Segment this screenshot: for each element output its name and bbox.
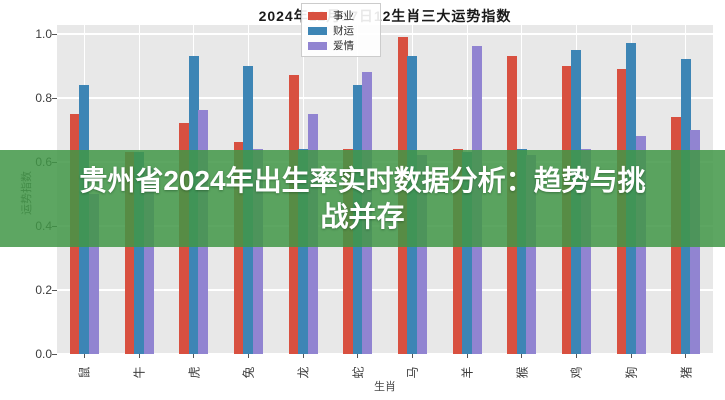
legend: 事业 财运 爱情 (301, 3, 381, 57)
bar-财运-龙 (298, 148, 308, 354)
x-tick-mark (575, 354, 577, 358)
bar-爱情-牛 (143, 168, 154, 354)
x-tick-mark (466, 354, 468, 358)
gridline-horizontal (57, 288, 713, 291)
gridline-horizontal (57, 32, 713, 35)
bar-财运-猴 (516, 148, 527, 354)
x-tick-mark (357, 354, 359, 358)
x-tick-mark (83, 354, 85, 358)
legend-item-事业: 事业 (308, 8, 374, 23)
gridline-horizontal (57, 96, 713, 99)
x-tick-mark (138, 354, 140, 358)
bar-爱情-鸡 (580, 148, 591, 354)
legend-swatch-icon (308, 11, 327, 20)
y-tick-mark (52, 33, 57, 35)
bar-事业-牛 (124, 152, 135, 354)
y-tick-mark (52, 289, 57, 291)
gridline-horizontal (57, 353, 713, 355)
y-tick-label: 0.0 (35, 347, 52, 361)
bar-事业-兔 (233, 142, 244, 354)
x-tick-mark (193, 354, 195, 358)
y-tick-mark (52, 97, 57, 99)
y-tick-label: 0.8 (35, 90, 52, 105)
legend-swatch-icon (308, 41, 327, 50)
x-tick-mark (247, 354, 249, 358)
bar-财运-羊 (462, 152, 472, 354)
x-tick-mark (411, 354, 413, 358)
bar-爱情-马 (416, 155, 427, 354)
x-tick-mark (521, 354, 523, 358)
x-tick-mark (685, 354, 687, 358)
x-tick-mark (302, 354, 304, 358)
legend-label: 事业 (333, 10, 354, 22)
x-tick-mark (630, 354, 632, 358)
headline-text-line2: 战并存 (320, 200, 405, 232)
y-tick-label: 1.0 (35, 26, 52, 41)
x-axis-label: 生肖 (374, 381, 396, 393)
legend-label: 爱情 (333, 40, 354, 52)
legend-label: 财运 (333, 25, 354, 37)
bar-事业-蛇 (343, 148, 354, 354)
chart-title: 2024年12月17日12生肖三大运势指数 (258, 8, 512, 24)
headline-text-line1: 贵州省2024年出生率实时数据分析：趋势与挑 (79, 164, 646, 196)
legend-item-财运: 财运 (308, 23, 374, 38)
legend-item-爱情: 爱情 (308, 38, 374, 53)
bar-爱情-鼠 (88, 193, 99, 354)
bar-爱情-兔 (252, 148, 263, 354)
y-tick-mark (52, 354, 57, 355)
legend-swatch-icon (308, 26, 327, 35)
y-tick-label: 0.2 (35, 282, 52, 297)
bar-爱情-猴 (526, 155, 537, 354)
bar-事业-羊 (452, 148, 463, 354)
bar-财运-牛 (134, 152, 144, 354)
headline-banner-overlay: 贵州省2024年出生率实时数据分析：趋势与挑 战并存 (0, 150, 725, 247)
